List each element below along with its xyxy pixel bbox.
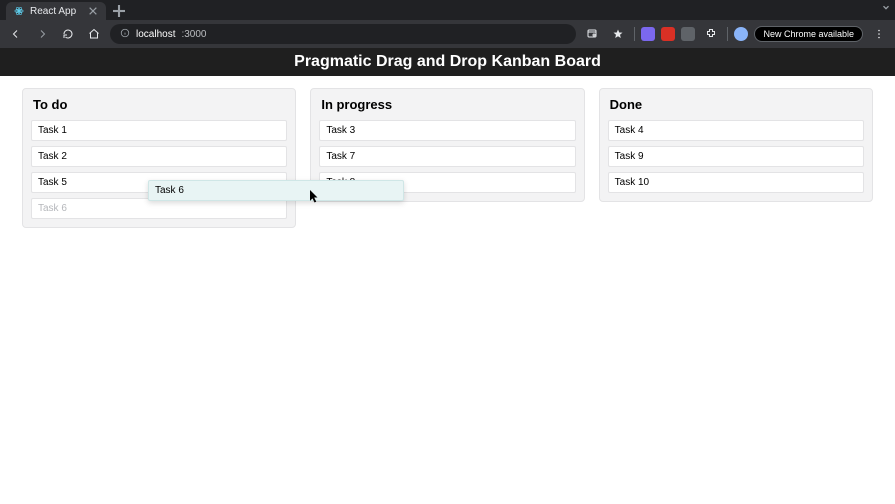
page-viewport: Pragmatic Drag and Drop Kanban Board To … — [0, 48, 895, 504]
task-card[interactable]: Task 4 — [608, 120, 864, 141]
home-button[interactable] — [84, 24, 104, 44]
react-favicon-icon — [14, 6, 24, 16]
task-card[interactable]: Task 9 — [608, 146, 864, 167]
tab-title: React App — [30, 6, 82, 17]
task-card[interactable]: Task 7 — [319, 146, 575, 167]
chrome-update-chip[interactable]: New Chrome available — [754, 26, 863, 42]
chevron-down-icon[interactable] — [881, 2, 891, 15]
toolbar-right: New Chrome available — [582, 24, 889, 44]
url-port: :3000 — [181, 29, 206, 40]
column-title: To do — [31, 97, 287, 112]
profile-avatar[interactable] — [734, 27, 748, 41]
task-card[interactable]: Task 10 — [608, 172, 864, 193]
task-card[interactable]: Task 5 — [31, 172, 287, 193]
task-card[interactable]: Task 3 — [319, 120, 575, 141]
page-title: Pragmatic Drag and Drop Kanban Board — [0, 48, 895, 76]
extension-icon[interactable] — [681, 27, 695, 41]
site-info-icon[interactable] — [120, 28, 130, 41]
kanban-board: To do Task 1 Task 2 Task 5 Task 6 In pro… — [0, 76, 895, 240]
kebab-menu-icon[interactable] — [869, 24, 889, 44]
browser-toolbar: localhost :3000 New Chrome available — [0, 20, 895, 48]
extension-icon[interactable] — [641, 27, 655, 41]
column-inprogress[interactable]: In progress Task 3 Task 7 Task 8 — [310, 88, 584, 202]
task-card[interactable]: Task 1 — [31, 120, 287, 141]
back-button[interactable] — [6, 24, 26, 44]
browser-chrome: React App localhost :3000 — [0, 0, 895, 48]
install-app-icon[interactable] — [582, 24, 602, 44]
task-card[interactable]: Task 2 — [31, 146, 287, 167]
bookmark-icon[interactable] — [608, 24, 628, 44]
tab-close-icon[interactable] — [88, 6, 98, 16]
extensions-menu-icon[interactable] — [701, 24, 721, 44]
task-card[interactable]: Task 8 — [319, 172, 575, 193]
address-bar[interactable]: localhost :3000 — [110, 24, 576, 44]
new-tab-button[interactable] — [110, 2, 128, 20]
column-done[interactable]: Done Task 4 Task 9 Task 10 — [599, 88, 873, 202]
column-todo[interactable]: To do Task 1 Task 2 Task 5 Task 6 — [22, 88, 296, 228]
browser-tab[interactable]: React App — [6, 2, 106, 20]
window-controls — [881, 2, 891, 15]
column-title: Done — [608, 97, 864, 112]
tab-strip: React App — [0, 0, 895, 20]
extension-icon[interactable] — [661, 27, 675, 41]
task-card-ghost: Task 6 — [31, 198, 287, 219]
column-title: In progress — [319, 97, 575, 112]
reload-button[interactable] — [58, 24, 78, 44]
url-host: localhost — [136, 29, 175, 40]
cursor-icon — [310, 190, 320, 202]
forward-button[interactable] — [32, 24, 52, 44]
